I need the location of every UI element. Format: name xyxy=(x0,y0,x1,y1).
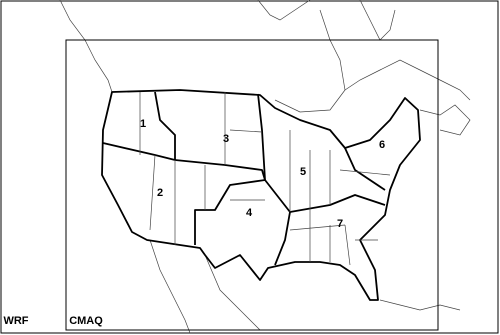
region-label: 5 xyxy=(300,166,306,178)
wrf-label: WRF xyxy=(3,315,28,327)
cmaq-domain-box xyxy=(65,39,439,331)
cmaq-label: CMAQ xyxy=(69,315,103,327)
region-labels: 1 2 3 4 5 6 7 xyxy=(140,118,385,230)
region-label: 1 xyxy=(140,118,146,130)
region-label: 7 xyxy=(337,218,343,230)
region-label: 4 xyxy=(246,207,253,219)
region-label: 6 xyxy=(379,139,385,151)
state-lines xyxy=(139,92,391,266)
region-label: 3 xyxy=(223,133,229,145)
region-boundaries xyxy=(102,91,386,266)
region-label: 2 xyxy=(157,187,163,199)
